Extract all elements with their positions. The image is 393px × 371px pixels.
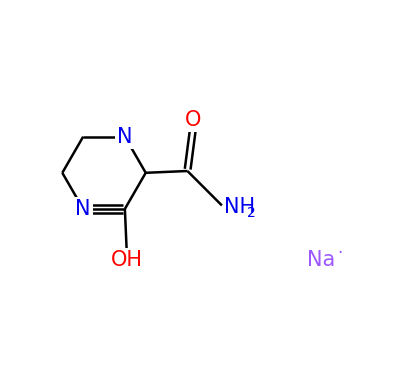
Text: ·: · <box>337 244 342 262</box>
Text: O: O <box>185 110 201 130</box>
Text: OH: OH <box>111 250 143 270</box>
Text: N: N <box>75 199 91 219</box>
Text: N: N <box>117 127 132 147</box>
Text: NH: NH <box>224 197 255 217</box>
Text: 2: 2 <box>247 206 256 220</box>
Text: Na: Na <box>307 250 336 270</box>
